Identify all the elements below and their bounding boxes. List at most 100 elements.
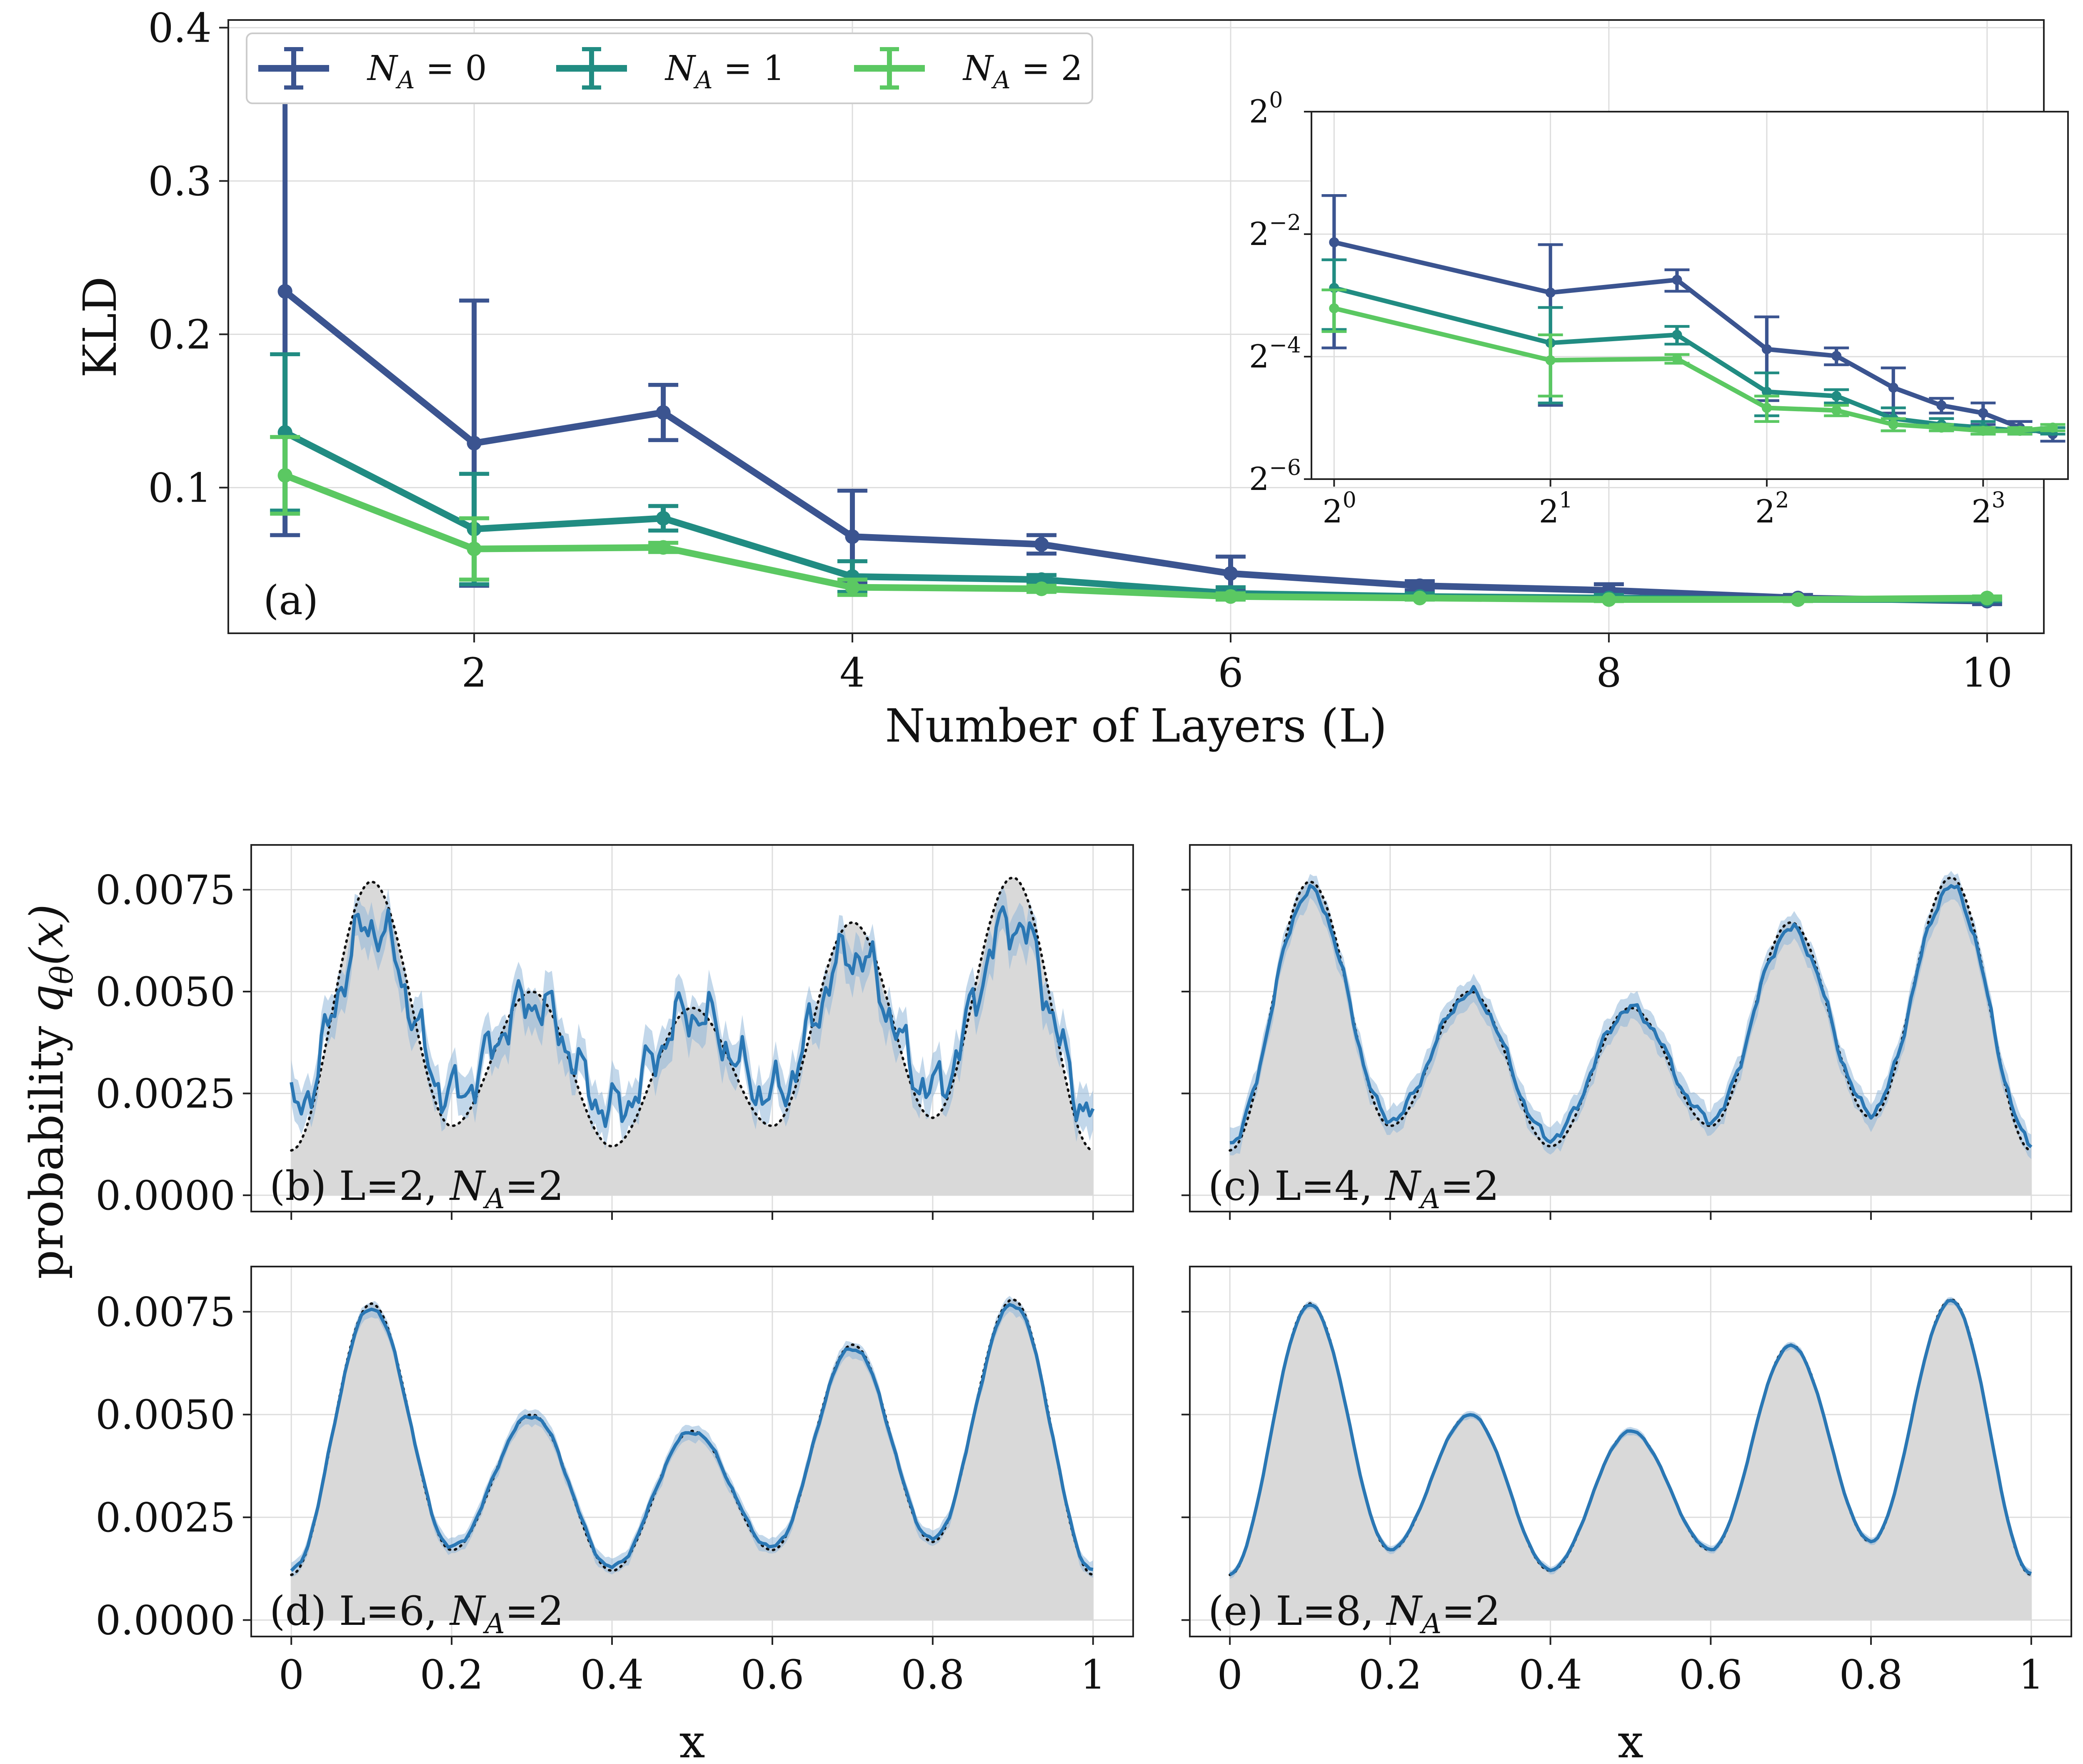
legend-item-N0: NA = 0 — [258, 47, 487, 94]
panel-a-series-N2 — [270, 435, 2002, 607]
inset-point — [1831, 351, 1842, 361]
legend-label-N0: NA = 0 — [367, 49, 487, 94]
inset-ytick-label: 2−4 — [1249, 333, 1301, 375]
panel-a-point — [467, 542, 482, 557]
inset-point — [1672, 275, 1682, 285]
inset-point — [1672, 330, 1682, 340]
panel-xtick-label: 0.2 — [1359, 1652, 1422, 1698]
panel-a-point — [656, 405, 671, 420]
panel-xlabel: x — [679, 1715, 705, 1764]
panel-xtick-label: 0 — [1217, 1652, 1243, 1698]
model-mean-line — [1229, 1299, 2032, 1577]
panel-e: 0 0.2 0.4 0.6 0.8 1 x (e) L=8, NA=2 — [1181, 1266, 2072, 1764]
inset-point — [1978, 425, 1988, 436]
panel-a-point — [1791, 592, 1806, 607]
inset-point — [1761, 344, 1772, 355]
panel-xtick-label: 0.4 — [1519, 1652, 1582, 1698]
inset-point — [1761, 387, 1772, 397]
panel-frame — [250, 844, 1134, 1212]
panel-xtick-label: 1 — [1080, 1652, 1106, 1698]
panel-a-xlabel: Number of Layers (L) — [885, 699, 1387, 752]
panel-a-point — [1601, 592, 1616, 607]
target-distribution-area — [1230, 1299, 2031, 1620]
panel-a-ytick-label: 0.2 — [148, 311, 212, 358]
inset-point — [1329, 303, 1339, 314]
model-mean-line — [290, 1303, 1094, 1572]
legend-label-N2: NA = 2 — [962, 49, 1083, 94]
panel-a-series-N0 — [270, 45, 2002, 609]
panel-a-kld-vs-layers: 2 4 6 8 10 0.1 0.2 0.3 0.4 (a) Number of Layers … — [73, 5, 2069, 752]
panel-ytick-label: 0.0075 — [95, 1289, 235, 1336]
panel-ytick-label: 0.0075 — [95, 867, 235, 914]
panel-a-xtick-label: 8 — [1596, 650, 1621, 696]
panel-frame — [1189, 844, 2072, 1212]
panel-a-ytick-label: 0.1 — [148, 465, 212, 511]
panel-ytick-label: 0.0000 — [95, 1172, 235, 1219]
inset-xtick-label: 20 — [1322, 488, 1356, 530]
inset-point — [2015, 425, 2025, 436]
panel-a-point — [845, 580, 860, 595]
panel-a-point — [467, 436, 482, 451]
inset-point — [1545, 355, 1556, 365]
target-distribution-area — [1230, 877, 2031, 1195]
panel-c: (c) L=4, NA=2 — [1181, 844, 2072, 1220]
panel-a-line-N0 — [283, 289, 1987, 605]
inset-line-N0 — [1334, 240, 2053, 437]
panel-xlabel: x — [1618, 1715, 1643, 1764]
inset-point — [1329, 237, 1339, 247]
inset-point — [1888, 382, 1898, 393]
panel-xtick-label: 0.6 — [741, 1652, 804, 1698]
panel-frame — [250, 1266, 1134, 1637]
inset-log-plot: 20 21 22 23 2−6 2−4 2−2 20 — [1249, 88, 2069, 530]
panel-a-xtick-label: 2 — [462, 650, 487, 696]
panel-xtick-label: 0.6 — [1679, 1652, 1743, 1698]
panel-a-xtick-label: 6 — [1218, 650, 1243, 696]
legend: NA = 0 NA = 1 NA = 2 — [246, 32, 1093, 104]
bottom-panels: 0.0000 0.0025 0.0050 0.0075 (b) L=2, NA=2 (c)… — [95, 844, 2072, 1764]
inset-xtick-label: 21 — [1539, 488, 1573, 530]
bottom-ylabel-arg: (x) — [20, 904, 73, 966]
model-mean-line — [1229, 884, 2033, 1149]
panel-xtick-label: 0.4 — [580, 1652, 644, 1698]
panel-d: 0 0.2 0.4 0.6 0.8 1 0.0000 0.0025 0.0050 0.0075 x (… — [95, 1266, 1134, 1764]
inset-ytick-label: 2−2 — [1249, 210, 1301, 252]
bottom-ylabel-theta: θ — [44, 966, 80, 984]
inset-ytick-label: 2−6 — [1249, 455, 1301, 497]
panel-a-point — [1980, 590, 1995, 605]
panel-ytick-label: 0.0050 — [95, 1392, 235, 1438]
panel-a-line-N2 — [284, 472, 1987, 603]
panel-a-point — [277, 468, 292, 483]
panel-a-point — [1412, 578, 1427, 593]
inset-xtick-label: 23 — [1971, 488, 2005, 530]
model-uncertainty-band — [291, 1296, 1093, 1578]
panel-a-ytick-label: 0.3 — [148, 158, 212, 205]
panel-a-point — [1223, 566, 1238, 581]
panel-ytick-label: 0.0025 — [95, 1494, 235, 1541]
inset-frame — [1311, 111, 2069, 480]
panel-ytick-label: 0.0000 — [95, 1597, 235, 1644]
bottom-ylabel-q: q — [20, 984, 73, 1013]
panel-a-point — [656, 511, 671, 526]
inset-point — [1978, 408, 1988, 418]
legend-label-N1: NA = 1 — [664, 49, 785, 94]
panel-a-point — [1034, 537, 1049, 552]
inset-point — [1831, 391, 1842, 401]
inset-point — [2048, 422, 2058, 433]
model-uncertainty-band — [1230, 871, 2031, 1159]
inset-point — [1545, 287, 1556, 298]
inset-series-N2 — [1321, 288, 2066, 436]
panel-b: 0.0000 0.0025 0.0050 0.0075 (b) L=2, NA=2 — [95, 844, 1134, 1220]
panel-frame — [1189, 1266, 2072, 1637]
legend-item-N2: NA = 2 — [854, 47, 1083, 94]
inset-point — [1831, 405, 1842, 416]
panel-label: (c) L=4, NA=2 — [1208, 1163, 1499, 1215]
panel-a-point — [1412, 590, 1427, 605]
panel-xtick-label: 0.2 — [420, 1652, 484, 1698]
panel-xtick-label: 0.8 — [901, 1652, 965, 1698]
panel-a-point — [1223, 589, 1238, 604]
inset-ytick-label: 20 — [1249, 88, 1283, 130]
panel-xtick-label: 0 — [279, 1652, 304, 1698]
panel-a-point — [277, 284, 292, 299]
panel-a-xtick-label: 10 — [1962, 650, 2013, 696]
